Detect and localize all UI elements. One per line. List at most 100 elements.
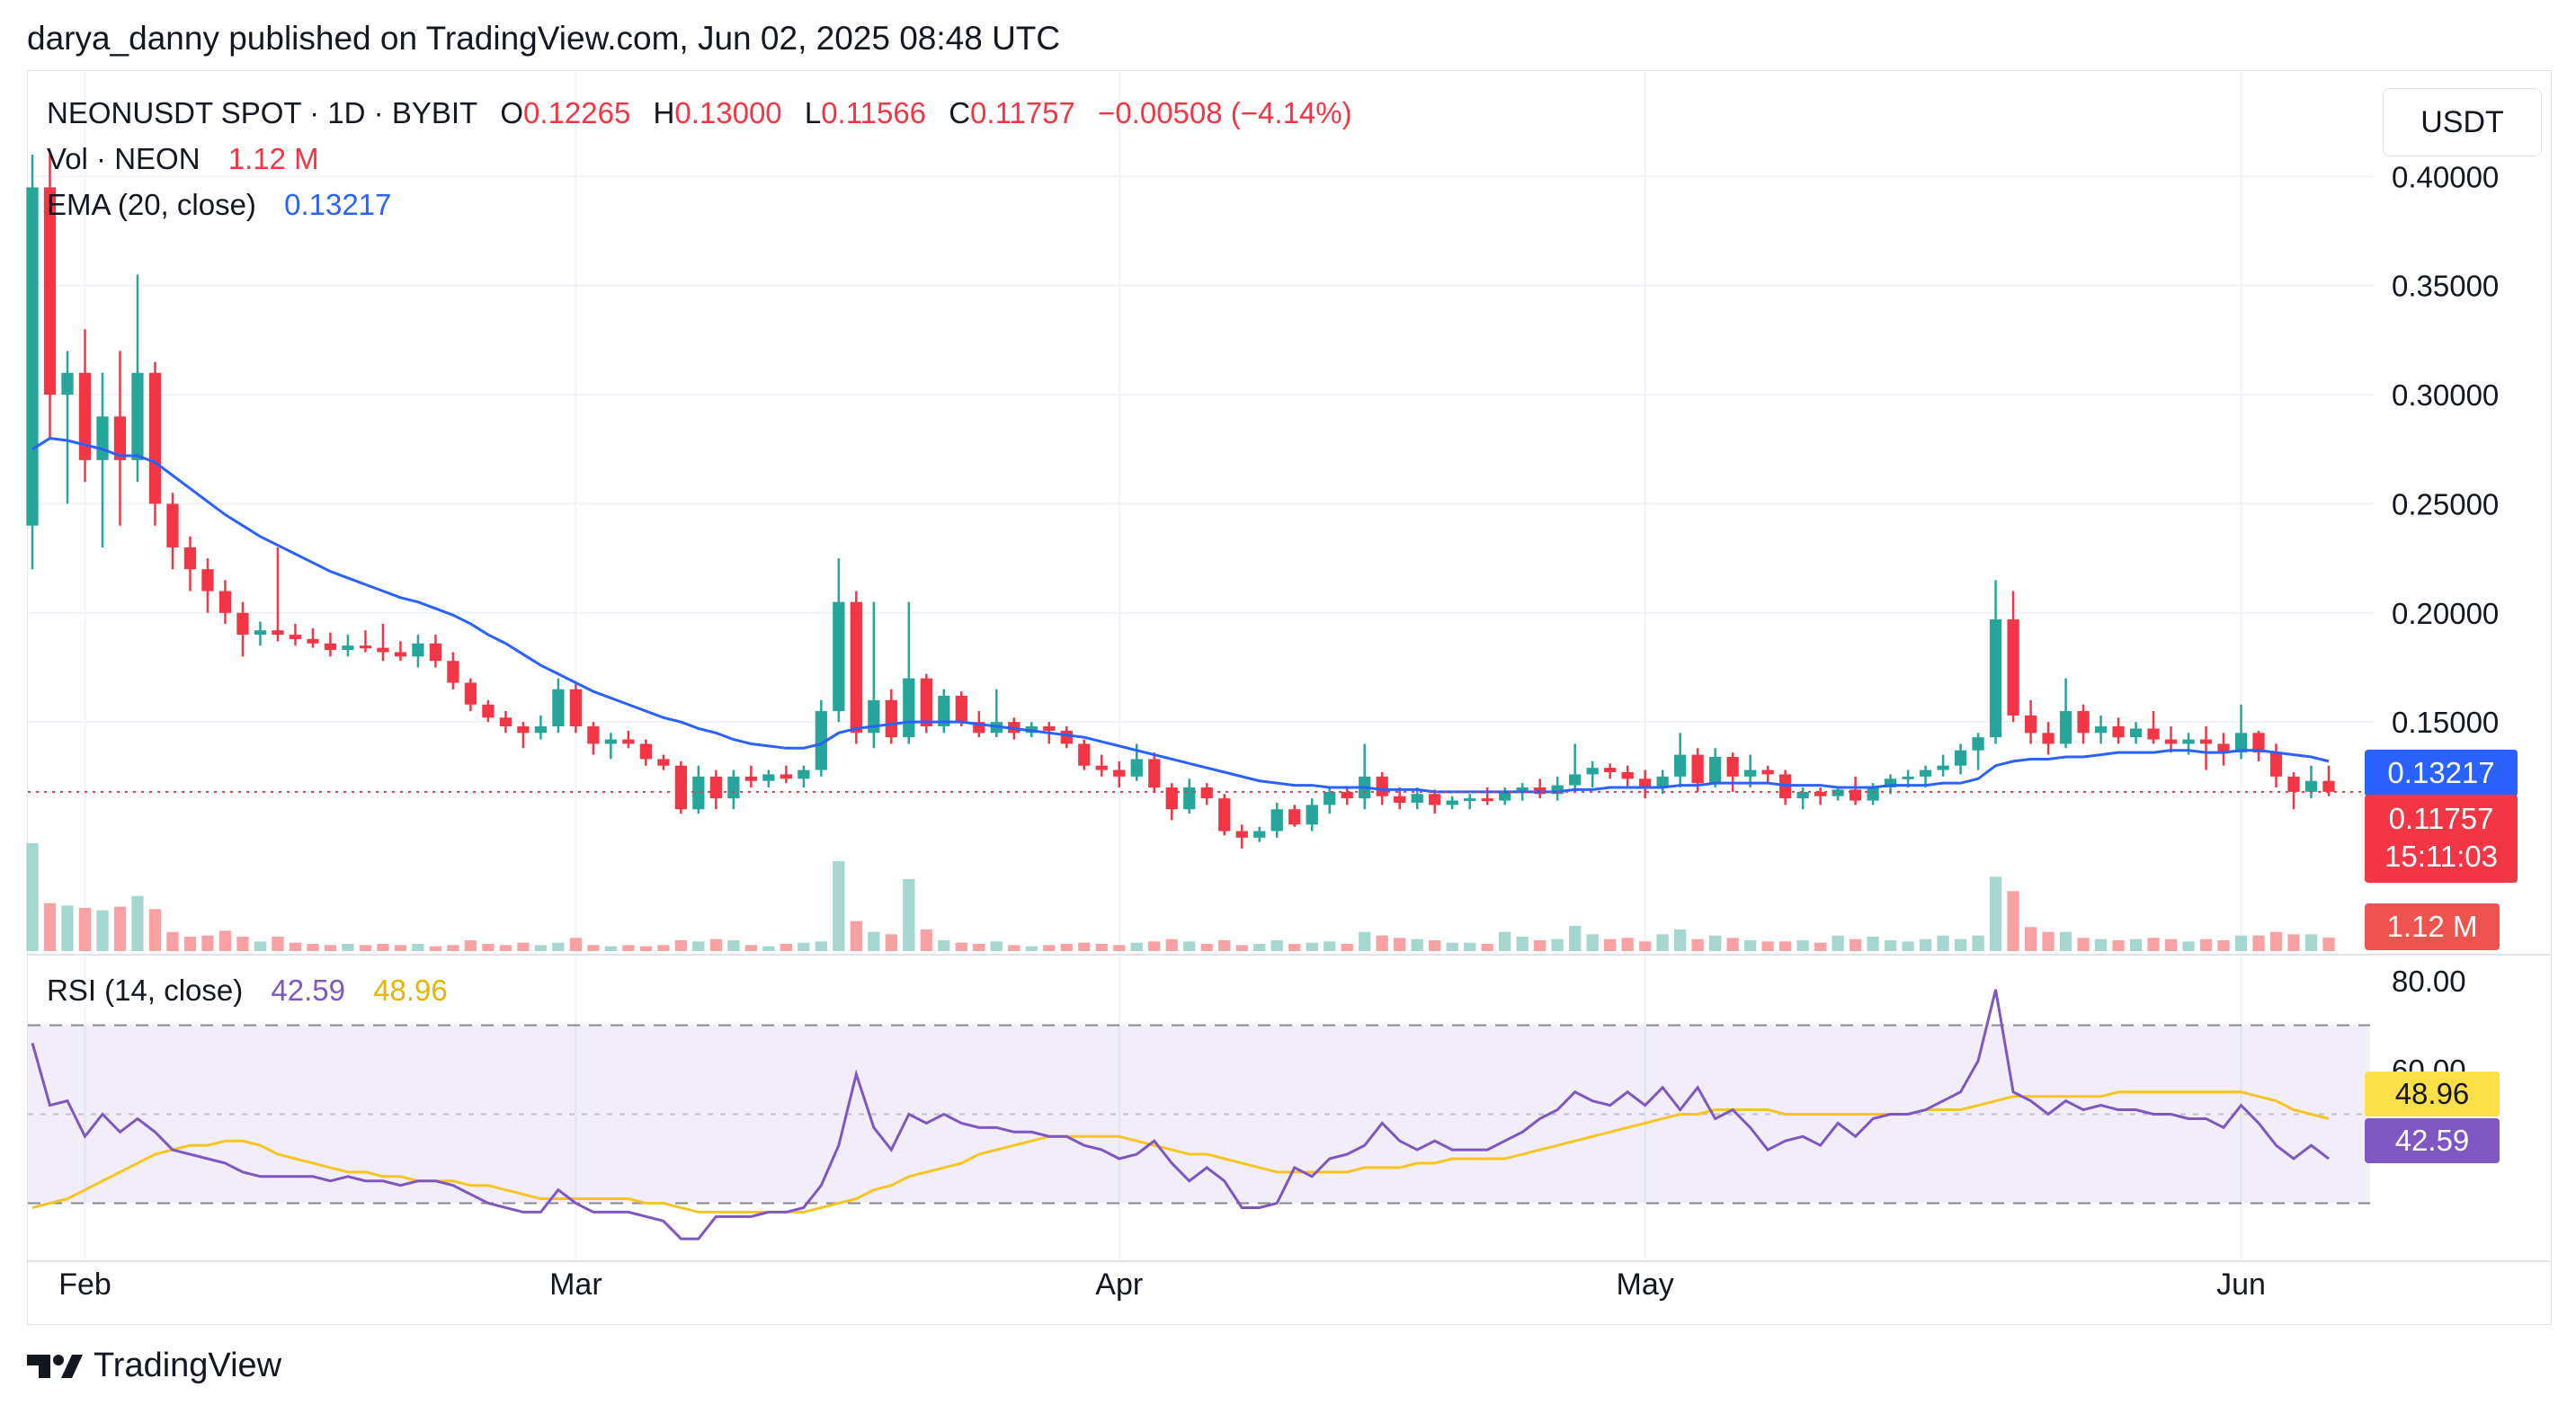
volume-bar	[113, 906, 127, 951]
candle-body	[1183, 787, 1196, 810]
volume-bar	[1411, 938, 1423, 951]
volume-bar	[1569, 926, 1582, 951]
volume-bar	[973, 944, 985, 951]
volume-bar	[429, 946, 442, 951]
ema-value: 0.13217	[284, 188, 392, 221]
candle-body	[1919, 769, 1932, 777]
volume-bar	[1218, 940, 1231, 951]
volume-bar	[447, 945, 459, 951]
volume-bar	[1499, 931, 1511, 951]
volume-bar	[990, 941, 1003, 951]
volume-bar	[2077, 938, 2090, 951]
volume-bar	[692, 941, 705, 951]
volume-bar	[1796, 940, 1809, 951]
ema-price-tag: 0.13217	[2365, 750, 2518, 796]
candle-body	[709, 776, 722, 799]
candle-body	[1761, 769, 1774, 775]
candle-body	[1954, 750, 1967, 766]
candle-body	[2042, 733, 2055, 744]
candle-body	[1288, 809, 1301, 825]
candle-body	[604, 739, 618, 744]
volume-bar	[780, 944, 792, 951]
volume-bar	[815, 941, 827, 951]
volume-bar	[96, 910, 109, 951]
volume-bar	[131, 895, 144, 951]
candle-body	[1937, 765, 1949, 770]
candle-body	[1639, 778, 1652, 787]
candle-body	[324, 643, 337, 651]
chart-frame[interactable]	[27, 70, 2552, 1325]
volume-bar	[1954, 938, 1967, 951]
time-tick-label: Apr	[1095, 1267, 1143, 1302]
candle-body	[1569, 774, 1582, 786]
volume-bar	[674, 940, 687, 951]
volume-bar	[1621, 938, 1634, 951]
candle-body	[377, 647, 389, 653]
volume-legend[interactable]: Vol · NEON 1.12 M	[47, 141, 325, 177]
time-tick-label: Mar	[549, 1267, 602, 1302]
rsi-ma-value: 48.96	[373, 974, 448, 1007]
volume-bar	[394, 945, 407, 951]
volume-bar	[148, 909, 162, 951]
candle-body	[218, 591, 232, 613]
candle-body	[1376, 776, 1388, 796]
volume-bar	[2059, 931, 2072, 951]
candle-body	[639, 743, 652, 760]
tradingview-logo[interactable]: TradingView	[27, 1347, 281, 1385]
volume-bar	[2129, 938, 2143, 951]
candle-body	[1691, 754, 1704, 784]
candle-body	[2269, 752, 2283, 777]
volume-bar	[1534, 940, 1546, 951]
volume-bar	[482, 944, 495, 951]
change-value: −0.00508 (−4.14%)	[1098, 96, 1352, 129]
candle-body	[113, 416, 127, 460]
volume-bar	[2322, 938, 2335, 951]
volume-bar	[1270, 940, 1283, 951]
volume-bar	[920, 929, 932, 951]
time-tick-label: Feb	[58, 1267, 111, 1302]
volume-bar	[569, 938, 583, 951]
volume-bar	[2164, 938, 2178, 951]
candle-body	[2129, 728, 2143, 738]
candle-body	[2077, 711, 2090, 734]
candle-body	[1621, 772, 1634, 779]
candle-body	[1060, 730, 1073, 744]
volume-bar	[1341, 944, 1353, 951]
volume-bar	[1691, 938, 1704, 951]
volume-bar	[1604, 938, 1617, 951]
candle-body	[1604, 768, 1617, 773]
rsi-legend[interactable]: RSI (14, close) 42.59 48.96	[47, 973, 453, 1009]
candle-body	[1499, 791, 1511, 801]
rsi-value: 42.59	[271, 974, 346, 1007]
volume-bar	[552, 942, 565, 951]
volume-bar	[1586, 934, 1599, 951]
candle-body	[552, 689, 565, 727]
candle-body	[534, 726, 548, 734]
symbol-label[interactable]: NEONUSDT SPOT · 1D · BYBIT	[47, 96, 478, 129]
volume-bar	[2304, 934, 2318, 951]
volume-bar	[2269, 931, 2283, 951]
price-tick-label: 0.35000	[2392, 270, 2499, 303]
volume-bar	[2217, 940, 2230, 951]
ohlc-legend[interactable]: NEONUSDT SPOT · 1D · BYBIT O0.12265 H0.1…	[47, 95, 1358, 131]
volume-bar	[1937, 935, 1949, 951]
candle-body	[1972, 737, 1984, 751]
volume-bar	[1849, 938, 1862, 951]
currency-button[interactable]: USDT	[2383, 88, 2542, 156]
candle-body	[1446, 800, 1458, 805]
ema-legend[interactable]: EMA (20, close) 0.13217	[47, 187, 397, 223]
volume-bar	[499, 945, 513, 951]
candle-body	[2094, 726, 2108, 734]
candle-body	[1253, 831, 1266, 838]
volume-bar	[938, 940, 950, 951]
volume-bar	[1989, 876, 2002, 951]
candle-body	[1586, 768, 1599, 775]
candle-body	[850, 601, 862, 734]
volume-bar	[622, 945, 635, 951]
volume-bar	[2024, 927, 2037, 951]
candle-body	[2304, 780, 2318, 792]
candle-body	[833, 601, 845, 712]
candle-body	[762, 774, 775, 781]
candle-body	[1200, 787, 1213, 799]
